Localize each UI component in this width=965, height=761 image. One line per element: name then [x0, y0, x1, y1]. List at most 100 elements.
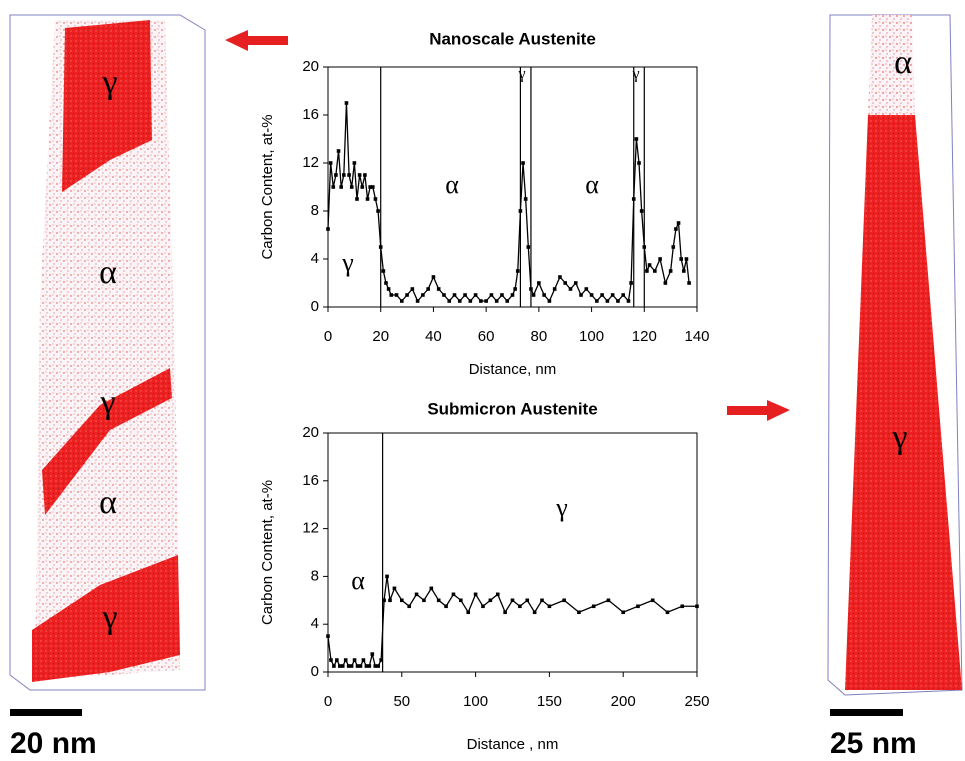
data-point: [591, 604, 596, 609]
data-point: [494, 299, 499, 303]
data-point: [610, 293, 615, 297]
specimen: [868, 15, 915, 115]
data-point: [600, 293, 604, 297]
data-point: [680, 604, 685, 609]
x-tick-label: 40: [425, 328, 442, 345]
data-point: [466, 610, 471, 615]
data-point: [376, 209, 380, 213]
data-point: [510, 598, 515, 603]
data-point: [595, 299, 599, 303]
data-point: [537, 281, 541, 285]
data-point: [605, 299, 610, 303]
data-point: [388, 598, 392, 603]
data-point: [481, 604, 485, 609]
data-point: [334, 173, 338, 177]
data-point: [363, 173, 367, 177]
data-point: [687, 281, 691, 285]
data-point: [626, 299, 631, 303]
y-tick-label: 16: [302, 106, 319, 123]
phase-label: γ: [341, 248, 354, 277]
data-point: [552, 287, 557, 291]
data-point: [365, 197, 370, 201]
data-point: [358, 664, 363, 668]
data-point: [436, 287, 441, 291]
data-point: [379, 658, 383, 662]
y-tick-label: 8: [311, 567, 319, 584]
data-point: [562, 598, 566, 603]
y-tick-label: 8: [311, 202, 319, 219]
data-point: [373, 197, 378, 201]
data-point: [639, 209, 644, 213]
data-point: [577, 610, 581, 615]
data-point: [668, 269, 673, 273]
data-point: [629, 281, 633, 285]
data-point: [671, 245, 676, 249]
data-point: [328, 161, 333, 165]
data-point: [521, 161, 525, 165]
data-point: [510, 293, 515, 297]
right-reconstruction: [827, 14, 963, 696]
data-point: [405, 293, 409, 297]
data-point: [431, 275, 436, 279]
x-tick-label: 80: [531, 328, 548, 345]
y-tick-label: 0: [311, 663, 319, 680]
data-point: [642, 245, 647, 249]
data-point: [589, 293, 594, 297]
scale-bar-label: 25 nm: [830, 727, 917, 760]
data-point: [637, 161, 641, 165]
plot-frame: [327, 66, 698, 308]
data-point: [326, 634, 330, 638]
data-point: [621, 610, 625, 615]
data-point: [532, 610, 537, 615]
data-point: [342, 173, 346, 177]
data-point: [378, 245, 383, 249]
data-point: [563, 281, 568, 285]
data-line: [327, 576, 697, 668]
data-point: [479, 299, 483, 303]
data-point: [426, 287, 430, 291]
data-point: [421, 293, 425, 297]
data-point: [645, 269, 649, 273]
data-point: [381, 269, 386, 273]
scale-bar: [830, 709, 903, 716]
phase-label: α: [894, 44, 912, 81]
data-point: [684, 257, 689, 261]
data-point: [523, 197, 528, 201]
phase-label: γ: [555, 493, 568, 522]
data-point: [452, 293, 457, 297]
y-axis-label: Carbon Content, at-%: [259, 114, 276, 259]
data-point: [422, 598, 426, 603]
data-point: [355, 197, 359, 201]
data-point: [447, 299, 452, 303]
data-point: [573, 281, 578, 285]
data-point: [500, 293, 504, 297]
data-point: [385, 574, 389, 579]
y-tick-label: 4: [311, 615, 319, 632]
data-point: [579, 293, 583, 297]
x-tick-label: 60: [478, 328, 495, 345]
data-point: [352, 161, 357, 165]
y-tick-label: 12: [302, 520, 319, 537]
data-point: [347, 173, 351, 177]
data-point: [457, 299, 462, 303]
data-point: [336, 149, 341, 153]
data-point: [367, 664, 372, 668]
data-point: [531, 293, 536, 297]
data-point: [436, 598, 441, 603]
x-tick-label: 150: [537, 693, 562, 710]
data-point: [621, 293, 625, 297]
x-axis-label: Distance, nm: [469, 361, 557, 378]
data-point: [674, 227, 678, 231]
phase-band: [62, 20, 152, 192]
data-point: [373, 664, 378, 668]
data-point: [331, 185, 336, 189]
data-point: [344, 101, 349, 105]
data-point: [382, 598, 386, 603]
data-point: [410, 287, 415, 291]
data-point: [429, 586, 434, 591]
data-point: [346, 664, 351, 668]
data-point: [679, 257, 683, 261]
data-point: [676, 221, 681, 225]
data-point: [525, 598, 530, 603]
